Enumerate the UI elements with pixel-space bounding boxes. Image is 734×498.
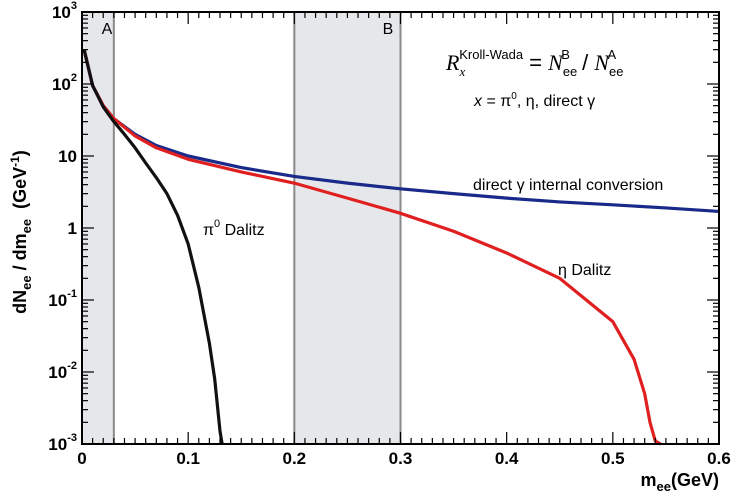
axis-ticks [81, 12, 720, 445]
x-axis-title: mee(GeV) [641, 470, 720, 494]
y-tick-label: 10-1 [48, 288, 77, 310]
pi0-dalitz-curve [82, 49, 224, 445]
x-tick-label: 0.2 [283, 449, 307, 468]
region-b-label: B [383, 21, 394, 38]
curves [82, 49, 720, 446]
y-tick-label: 10-3 [48, 432, 77, 454]
x-tick-label: 0 [77, 449, 86, 468]
region-b [294, 12, 401, 444]
x-tick-label: 0.3 [389, 449, 413, 468]
y-axis-title: dNee / dmee(GeV-1) [8, 150, 34, 314]
pi0-dalitz-label: π0 Dalitz [203, 218, 265, 239]
x-definition-label: x = π0, η, direct γ [473, 91, 595, 110]
y-tick-label: 10-2 [48, 360, 77, 382]
x-tick-labels: 0 0.1 0.2 0.3 0.4 0.5 0.6 [77, 449, 731, 468]
kroll-wada-formula: RxKroll-Wada = NeeB / NeeA [445, 47, 623, 79]
direct-gamma-label: direct γ internal conversion [473, 177, 663, 194]
region-a-label: A [102, 21, 113, 38]
x-tick-label: 0.4 [495, 449, 519, 468]
eta-dalitz-label: η Dalitz [558, 262, 611, 279]
y-tick-label: 10 [58, 147, 77, 166]
y-tick-label: 102 [52, 72, 77, 94]
y-tick-label: 1 [68, 219, 77, 238]
x-tick-label: 0.1 [176, 449, 200, 468]
y-tick-labels: 10-3 10-2 10-1 1 10 102 103 [48, 0, 77, 454]
x-tick-label: 0.6 [707, 449, 731, 468]
eta-dalitz-curve [82, 49, 662, 446]
x-tick-label: 0.5 [601, 449, 625, 468]
shaded-regions [81, 12, 402, 444]
y-tick-label: 103 [52, 0, 77, 22]
